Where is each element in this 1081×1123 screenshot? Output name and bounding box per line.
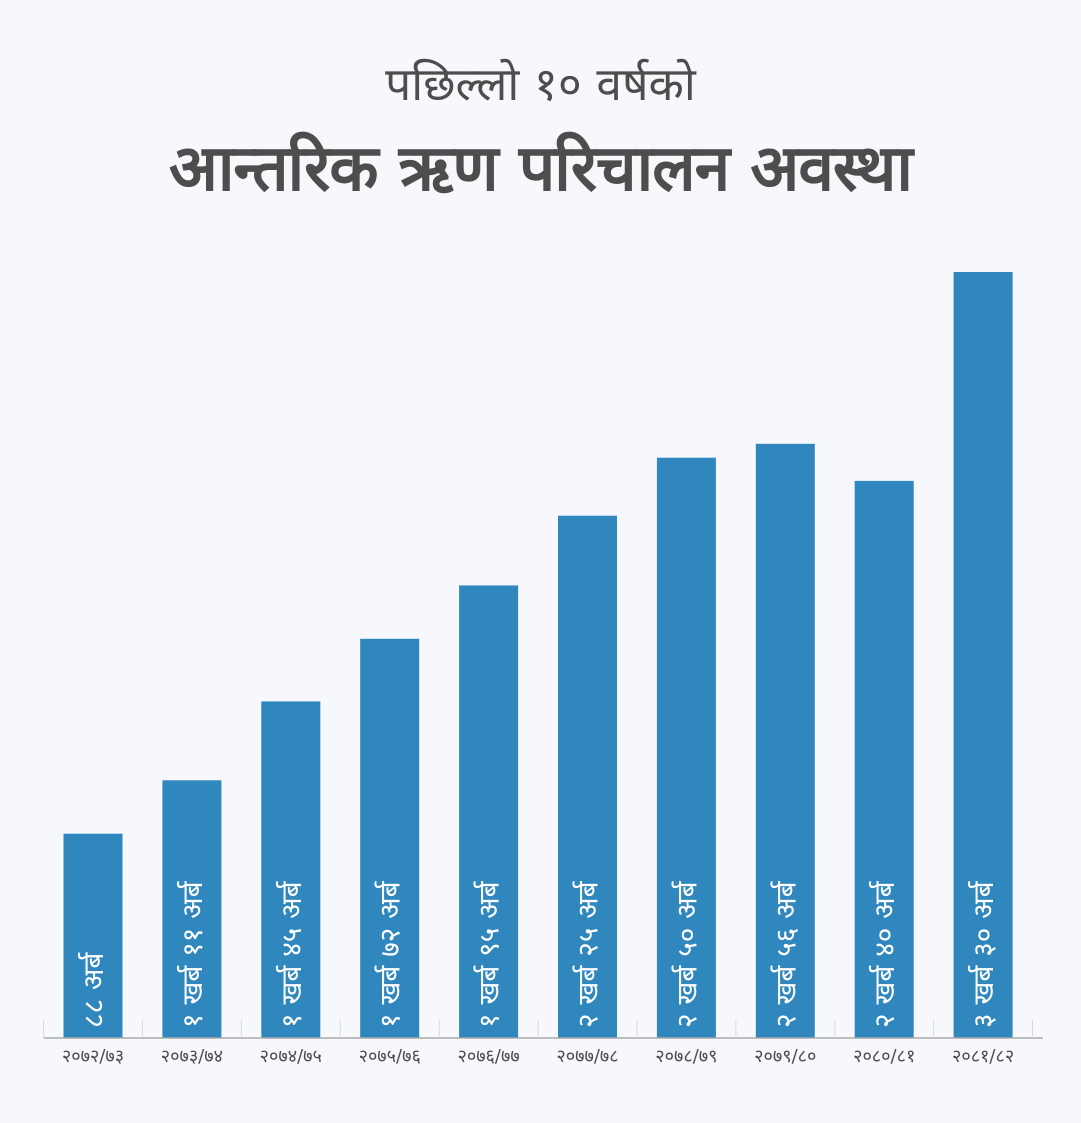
bar-value-label: २ खर्ब २५ अर्ब (572, 880, 605, 1028)
bar-value-label: १ खर्ब ४५ अर्ब (275, 880, 308, 1028)
bar-value-label: १ खर्ब ९५ अर्ब (473, 880, 506, 1028)
bar (558, 515, 617, 1038)
bar (755, 443, 815, 1038)
x-axis-labels: २०७२/७३ २०७३/७४ २०७४/७५ २०७५/७६ २०७६/७७ २०७७/… (62, 1046, 1014, 1067)
x-tick-label: २०७३/७४ (161, 1046, 223, 1067)
bars-group: ८८ अर्ब १ खर्ब ११ अर्ब १ खर्ब ४५ अर्ब १ खर्… (63, 272, 1013, 1038)
bar-value-label: ८८ अर्ब (77, 952, 110, 1028)
bar (360, 638, 420, 1038)
x-tick-label: २०७६/७७ (457, 1046, 519, 1067)
bar (854, 480, 914, 1038)
x-tick-label: २०७७/७८ (556, 1046, 618, 1067)
bar-value-label: १ खर्ब ७२ अर्ब (374, 880, 407, 1028)
bar-value-label: १ खर्ब ११ अर्ब (176, 880, 209, 1028)
bar (261, 701, 321, 1038)
chart-title: आन्तरिक ऋण परिचालन अवस्था (168, 132, 913, 206)
bar (162, 780, 222, 1038)
bar-value-label: २ खर्ब ५६ अर्ब (769, 880, 802, 1028)
bar-value-label: ३ खर्ब ३० अर्ब (967, 880, 1000, 1028)
bar-value-label: २ खर्ब ५० अर्ब (670, 880, 703, 1028)
x-tick-label: २०७२/७३ (62, 1046, 124, 1067)
chart-subtitle: पछिल्लो १० वर्षको (385, 57, 696, 111)
bar-value-label: २ खर्ब ४० अर्ब (868, 880, 901, 1028)
x-tick-label: २०७४/७५ (260, 1046, 322, 1067)
x-tick-label: २०८१/८२ (952, 1046, 1014, 1067)
x-axis-ticks (43, 1020, 1033, 1038)
bar (953, 272, 1013, 1038)
bar (459, 585, 519, 1038)
bar (63, 833, 123, 1038)
x-tick-label: २०८०/८१ (853, 1046, 915, 1067)
bar (656, 457, 716, 1038)
x-tick-label: २०७८/७९ (655, 1046, 717, 1067)
x-tick-label: २०७५/७६ (359, 1046, 421, 1067)
x-tick-label: २०७९/८० (754, 1046, 816, 1067)
